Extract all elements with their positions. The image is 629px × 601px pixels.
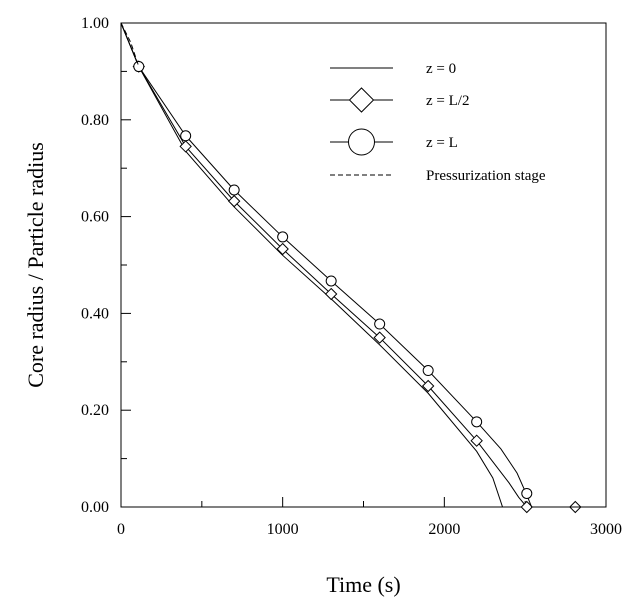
y-tick-label: 0.80 [81, 112, 109, 129]
x-tick-label: 3000 [590, 521, 622, 538]
legend-label: z = L/2 [426, 93, 469, 109]
y-tick-label: 0.60 [81, 209, 109, 226]
legend-circle-marker [348, 128, 375, 156]
y-tick-label: 0.00 [81, 499, 109, 516]
legend-label: z = L [426, 135, 458, 151]
y-tick-label: 0.40 [81, 305, 109, 322]
series-0 [120, 22, 606, 508]
legend-item: z = 0 [330, 61, 456, 77]
legend-label: z = 0 [426, 61, 456, 77]
data-point-circle [228, 184, 240, 196]
x-axis-title: Time (s) [326, 572, 400, 597]
data-point-circle [521, 487, 533, 499]
data-point-circle [180, 130, 192, 142]
data-point-diamond [227, 194, 241, 208]
legend-item: z = L [330, 128, 458, 156]
x-tick-label: 0 [117, 521, 125, 538]
series-line [120, 22, 606, 508]
x-tick-label: 1000 [267, 521, 299, 538]
data-point-diamond [373, 331, 386, 344]
legend-label: Pressurization stage [426, 168, 546, 184]
data-point-circle [422, 365, 434, 377]
series-layer [120, 22, 606, 514]
data-point-diamond [324, 287, 338, 301]
y-tick-label: 1.00 [81, 15, 109, 32]
series-2 [120, 22, 606, 508]
axis-ticks [120, 22, 607, 508]
tick-labels: 0 1000 2000 3000 0.00 0.20 0.40 0.60 0.80 1.00 [81, 15, 622, 538]
data-point-diamond [276, 242, 289, 256]
data-point-circle [325, 275, 337, 287]
data-point-diamond [421, 379, 435, 393]
legend-item: Pressurization stage [330, 168, 546, 184]
legend-diamond-marker [348, 87, 375, 113]
legend-item: z = L/2 [330, 87, 469, 113]
data-point-circle [471, 416, 483, 428]
data-point-circle [374, 318, 386, 330]
x-tick-label: 2000 [428, 521, 460, 538]
legend: z = 0 z = L/2 z = L Pressurization stage [330, 61, 546, 184]
data-point-diamond [179, 140, 192, 153]
data-point-diamond [470, 434, 483, 447]
y-axis-title: Core radius / Particle radius [23, 142, 48, 388]
data-point-circle [277, 231, 289, 243]
data-point-circle [133, 61, 145, 73]
y-tick-label: 0.20 [81, 402, 109, 419]
